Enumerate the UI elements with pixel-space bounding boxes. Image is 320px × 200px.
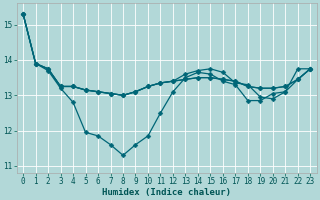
X-axis label: Humidex (Indice chaleur): Humidex (Indice chaleur) xyxy=(102,188,231,197)
